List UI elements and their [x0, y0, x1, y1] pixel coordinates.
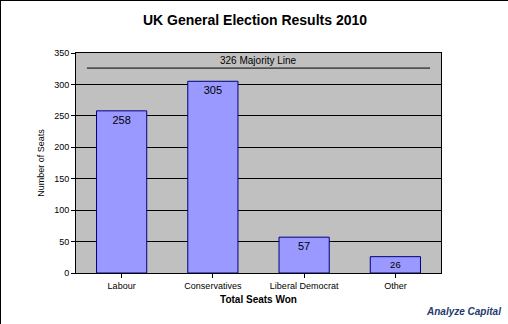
- svg-text:258: 258: [112, 114, 130, 126]
- svg-text:Total Seats Won: Total Seats Won: [220, 294, 297, 305]
- svg-text:UK General Election Results 20: UK General Election Results 2010: [143, 12, 367, 28]
- svg-text:250: 250: [54, 111, 69, 121]
- svg-text:326 Majority Line: 326 Majority Line: [220, 55, 297, 66]
- svg-text:Analyze Capital: Analyze Capital: [426, 306, 501, 317]
- svg-text:300: 300: [54, 80, 69, 90]
- svg-text:200: 200: [54, 142, 69, 152]
- svg-text:Labour: Labour: [108, 281, 136, 291]
- svg-text:50: 50: [59, 237, 69, 247]
- svg-text:305: 305: [204, 84, 222, 96]
- svg-text:0: 0: [64, 268, 69, 278]
- svg-text:57: 57: [298, 240, 310, 252]
- svg-text:Conservatives: Conservatives: [184, 281, 242, 291]
- svg-text:26: 26: [390, 259, 401, 270]
- svg-text:150: 150: [54, 174, 69, 184]
- svg-text:Number of Seats: Number of Seats: [36, 129, 46, 197]
- svg-text:Other: Other: [384, 281, 407, 291]
- svg-text:350: 350: [54, 48, 69, 58]
- svg-text:Liberal Democrat: Liberal Democrat: [270, 281, 339, 291]
- svg-text:100: 100: [54, 205, 69, 215]
